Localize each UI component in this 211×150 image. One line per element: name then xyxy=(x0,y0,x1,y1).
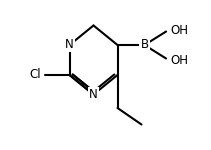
Text: OH: OH xyxy=(170,24,188,36)
Text: B: B xyxy=(141,39,149,51)
Text: N: N xyxy=(89,88,98,101)
Text: OH: OH xyxy=(170,54,188,66)
Text: Cl: Cl xyxy=(29,69,41,81)
Text: N: N xyxy=(65,39,74,51)
